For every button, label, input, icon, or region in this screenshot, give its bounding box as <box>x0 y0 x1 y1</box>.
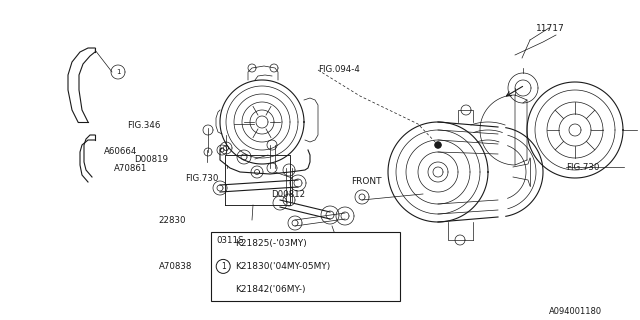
Polygon shape <box>251 166 263 178</box>
Polygon shape <box>321 206 339 224</box>
Polygon shape <box>355 190 369 204</box>
Polygon shape <box>267 140 277 150</box>
Bar <box>211 232 400 301</box>
Text: D00812: D00812 <box>271 190 305 199</box>
Text: K21842('06MY-): K21842('06MY-) <box>236 285 306 294</box>
Polygon shape <box>217 145 227 155</box>
Text: FIG.346: FIG.346 <box>127 121 160 130</box>
Text: A70861: A70861 <box>114 164 147 173</box>
Polygon shape <box>435 142 441 148</box>
Polygon shape <box>290 175 306 191</box>
Text: 1: 1 <box>116 69 120 75</box>
Text: A70838: A70838 <box>159 262 192 271</box>
Polygon shape <box>203 125 213 135</box>
Text: FIG.730: FIG.730 <box>186 174 219 183</box>
Polygon shape <box>111 65 125 79</box>
Text: K21830('04MY-05MY): K21830('04MY-05MY) <box>236 262 330 271</box>
Text: 22830: 22830 <box>159 216 186 225</box>
Polygon shape <box>273 196 287 210</box>
Text: D00819: D00819 <box>134 155 168 164</box>
Text: 0311S: 0311S <box>216 236 244 245</box>
Polygon shape <box>276 234 294 252</box>
Text: K21825(-'03MY): K21825(-'03MY) <box>236 239 307 248</box>
Polygon shape <box>267 163 277 173</box>
Polygon shape <box>336 207 354 225</box>
Text: FIG.730: FIG.730 <box>566 163 600 172</box>
Polygon shape <box>213 181 227 195</box>
Text: FRONT: FRONT <box>351 177 381 186</box>
Text: A094001180: A094001180 <box>549 307 602 316</box>
Text: 1: 1 <box>221 262 225 271</box>
Text: FIG.094-4: FIG.094-4 <box>318 65 360 74</box>
Text: 11717: 11717 <box>536 24 565 33</box>
Polygon shape <box>237 150 251 164</box>
Polygon shape <box>204 148 212 156</box>
Polygon shape <box>288 216 302 230</box>
Polygon shape <box>220 142 232 154</box>
Text: A60664: A60664 <box>104 147 137 156</box>
